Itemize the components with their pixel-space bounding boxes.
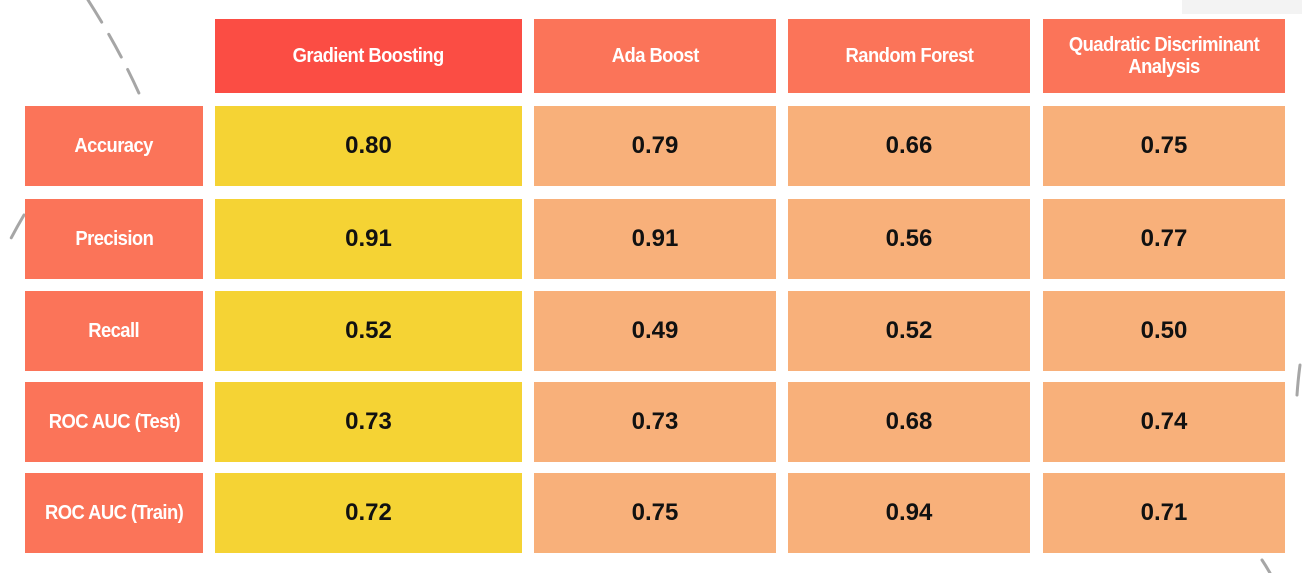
cell-value: 0.80	[345, 132, 392, 159]
column-header-label: Quadratic Discriminant Analysis	[1068, 34, 1260, 78]
cell-value: 0.50	[1140, 317, 1188, 344]
cell-value: 0.72	[345, 499, 392, 526]
cell-roc-auc-train-random-forest: 0.94	[788, 473, 1030, 553]
row-header-label: Precision	[75, 228, 153, 250]
cell-value: 0.66	[885, 132, 933, 159]
cell-value: 0.68	[885, 408, 933, 435]
row-header-roc-auc-train: ROC AUC (Train)	[25, 473, 203, 553]
row-header-label: ROC AUC (Train)	[44, 502, 184, 524]
cell-value: 0.91	[631, 225, 679, 252]
cell-recall-gradient-boosting: 0.52	[215, 291, 522, 371]
cell-value: 0.75	[1140, 132, 1188, 159]
dashed-curve-right	[1295, 363, 1302, 397]
row-header-label: Accuracy	[74, 135, 154, 157]
dashed-curve-top-left	[86, 0, 144, 102]
cell-value: 0.56	[885, 225, 933, 252]
cell-accuracy-ada-boost: 0.79	[534, 106, 776, 186]
row-header-roc-auc-test: ROC AUC (Test)	[25, 382, 203, 462]
cell-value: 0.73	[631, 408, 679, 435]
cell-roc-auc-test-gradient-boosting: 0.73	[215, 382, 522, 462]
cell-value: 0.79	[631, 132, 679, 159]
column-header-quadratic-discriminant-analysis: Quadratic Discriminant Analysis	[1043, 19, 1285, 93]
cell-roc-auc-test-random-forest: 0.68	[788, 382, 1030, 462]
cell-value: 0.49	[631, 317, 679, 344]
column-header-random-forest: Random Forest	[788, 19, 1030, 93]
corner-panel	[1182, 0, 1302, 14]
column-header-label: Random Forest	[845, 45, 973, 67]
cell-value: 0.94	[885, 499, 933, 526]
cell-recall-quadratic-discriminant-analysis: 0.50	[1043, 291, 1285, 371]
cell-value: 0.77	[1140, 225, 1188, 252]
row-header-precision: Precision	[25, 199, 203, 279]
dashed-curve-left	[4, 213, 26, 250]
cell-value: 0.74	[1140, 408, 1188, 435]
row-header-recall: Recall	[25, 291, 203, 371]
column-header-label: Gradient Boosting	[292, 45, 445, 67]
cell-value: 0.91	[345, 225, 392, 252]
cell-value: 0.75	[631, 499, 679, 526]
row-header-accuracy: Accuracy	[25, 106, 203, 186]
cell-accuracy-quadratic-discriminant-analysis: 0.75	[1043, 106, 1285, 186]
cell-precision-random-forest: 0.56	[788, 199, 1030, 279]
cell-value: 0.52	[885, 317, 933, 344]
cell-recall-ada-boost: 0.49	[534, 291, 776, 371]
cell-precision-ada-boost: 0.91	[534, 199, 776, 279]
cell-precision-quadratic-discriminant-analysis: 0.77	[1043, 199, 1285, 279]
cell-roc-auc-train-ada-boost: 0.75	[534, 473, 776, 553]
cell-value: 0.52	[345, 317, 392, 344]
dashed-curve-bottom-right	[1260, 558, 1272, 573]
cell-roc-auc-test-ada-boost: 0.73	[534, 382, 776, 462]
cell-roc-auc-train-quadratic-discriminant-analysis: 0.71	[1043, 473, 1285, 553]
cell-accuracy-gradient-boosting: 0.80	[215, 106, 522, 186]
cell-precision-gradient-boosting: 0.91	[215, 199, 522, 279]
cell-roc-auc-train-gradient-boosting: 0.72	[215, 473, 522, 553]
row-header-label: ROC AUC (Test)	[48, 411, 180, 433]
row-header-label: Recall	[88, 320, 140, 342]
column-header-gradient-boosting: Gradient Boosting	[215, 19, 522, 93]
cell-roc-auc-test-quadratic-discriminant-analysis: 0.74	[1043, 382, 1285, 462]
cell-value: 0.71	[1140, 499, 1188, 526]
column-header-ada-boost: Ada Boost	[534, 19, 776, 93]
cell-recall-random-forest: 0.52	[788, 291, 1030, 371]
cell-value: 0.73	[345, 408, 392, 435]
column-header-label: Ada Boost	[611, 45, 699, 67]
cell-accuracy-random-forest: 0.66	[788, 106, 1030, 186]
